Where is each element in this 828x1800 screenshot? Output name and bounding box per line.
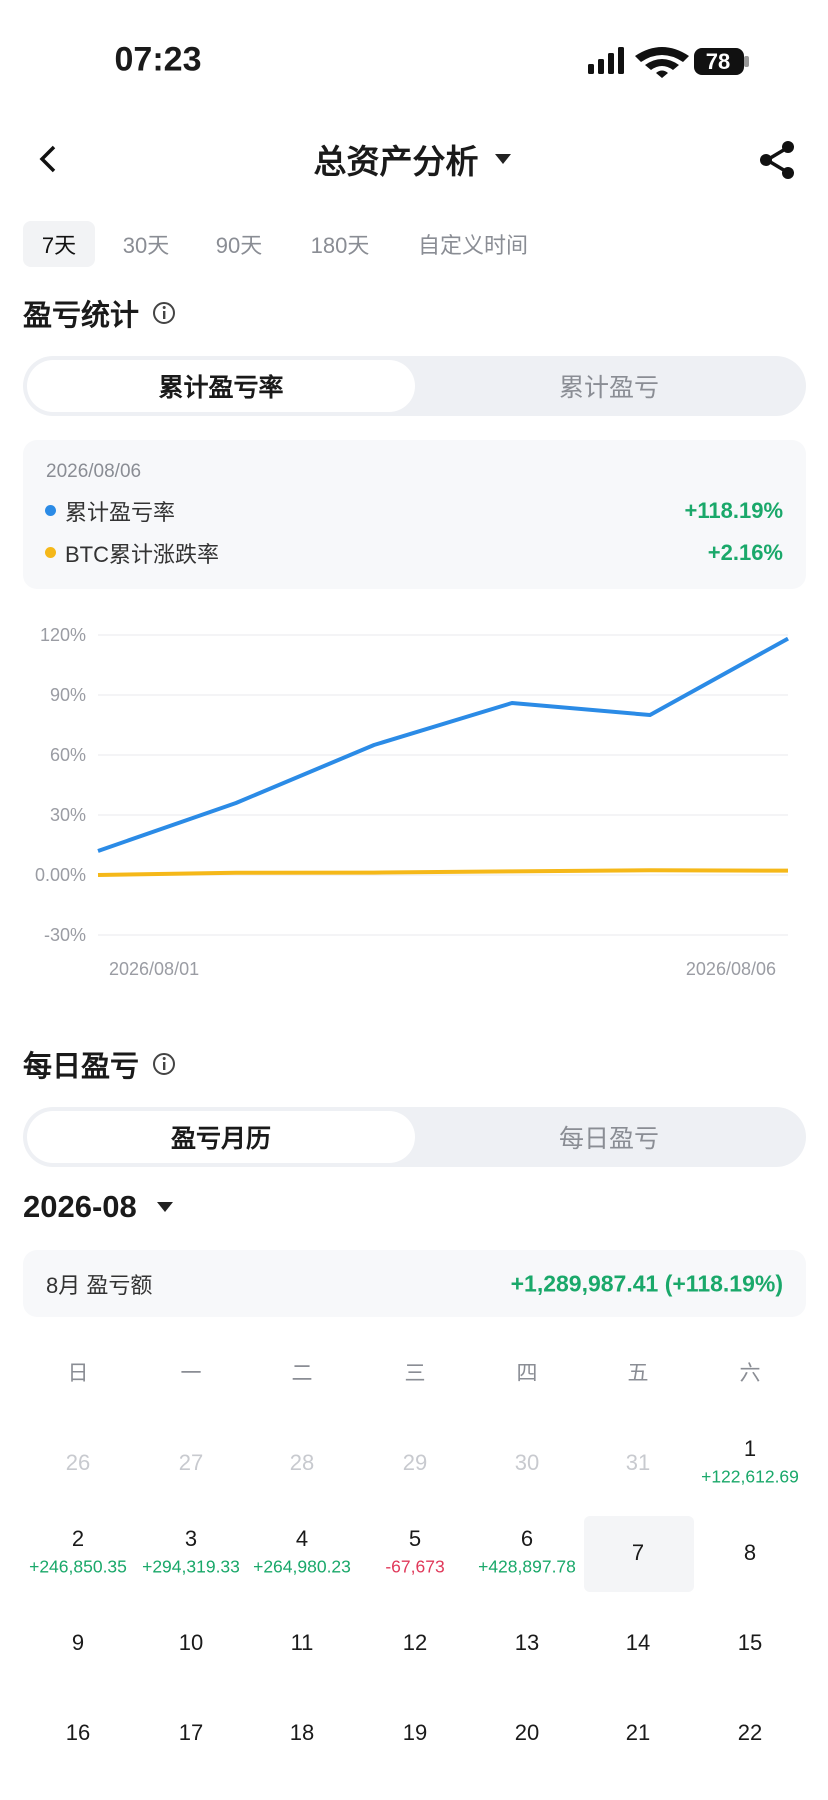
calendar-day[interactable]: 8: [743, 1540, 757, 1565]
title-dropdown[interactable]: [494, 152, 512, 166]
calendar-day[interactable]: 13: [514, 1630, 540, 1655]
weekday: 一: [180, 1362, 202, 1385]
prev-month-day: 29: [402, 1450, 428, 1475]
day-pnl: +294,319.33: [142, 1556, 240, 1577]
legend-value: +118.19%: [684, 498, 783, 523]
card-date: 2026/08/06: [46, 461, 142, 482]
segmented-control: [23, 1107, 806, 1167]
calendar-day[interactable]: 11: [290, 1630, 314, 1655]
calendar-day[interactable]: 9: [71, 1630, 85, 1655]
summary-value: +1,289,987.41 (+118.19%): [510, 1270, 783, 1297]
share-button[interactable]: [757, 140, 797, 180]
calendar-day[interactable]: 4: [295, 1526, 309, 1551]
calendar-day[interactable]: 21: [625, 1720, 651, 1745]
info-icon[interactable]: [152, 1052, 176, 1076]
calendar-day[interactable]: 20: [514, 1720, 540, 1745]
calendar-day[interactable]: 2: [71, 1526, 85, 1551]
calendar-day[interactable]: 15: [737, 1630, 763, 1655]
prev-month-day: 30: [514, 1450, 540, 1475]
day-pnl: +428,897.78: [478, 1556, 576, 1577]
prev-month-day: 28: [289, 1450, 315, 1475]
range-tab[interactable]: 自定义时间: [417, 233, 529, 258]
segmented-control: [23, 356, 806, 416]
range-tab[interactable]: 90天: [215, 233, 263, 258]
calendar-day[interactable]: 5: [408, 1526, 422, 1551]
legend-dot: [45, 547, 56, 558]
summary-card: [23, 440, 806, 589]
legend-value: +2.16%: [707, 540, 783, 565]
month-summary-card: [23, 1250, 806, 1317]
range-tab[interactable]: 30天: [122, 233, 170, 258]
segment-selected: [27, 1111, 415, 1163]
series-line: [97, 868, 789, 877]
prev-month-day: 31: [625, 1450, 651, 1475]
series-line: [97, 636, 789, 853]
weekday: 六: [739, 1362, 761, 1385]
weekday: 三: [404, 1362, 426, 1385]
back-button[interactable]: [36, 144, 60, 174]
calendar-day[interactable]: 1: [743, 1436, 757, 1461]
segment-selected: [27, 360, 415, 412]
calendar-day[interactable]: 3: [184, 1526, 198, 1551]
section-title: 盈亏统计: [23, 300, 140, 332]
battery-level: 78: [706, 49, 730, 74]
time: 07:23: [114, 40, 202, 79]
range-tab[interactable]: 7天: [41, 233, 77, 258]
status-icons: 78: [588, 47, 749, 78]
day-pnl: +246,850.35: [29, 1556, 127, 1577]
tab-selected-bg: [23, 221, 95, 267]
y-tick-label: 0.00%: [35, 865, 86, 885]
prev-month-day: 26: [65, 1450, 91, 1475]
day-pnl: +264,980.23: [253, 1556, 351, 1577]
calendar-day[interactable]: 17: [178, 1720, 204, 1745]
x-tick-label: 2026/08/01: [109, 959, 199, 979]
legend-label: BTC累计涨跌率: [65, 542, 220, 567]
calendar-day[interactable]: 16: [65, 1720, 91, 1745]
segment[interactable]: 累计盈亏率: [158, 374, 284, 402]
x-tick-label: 2026/08/06: [686, 959, 776, 979]
segment[interactable]: 盈亏月历: [170, 1125, 272, 1153]
y-tick-label: -30%: [44, 925, 86, 945]
legend-dot: [45, 505, 56, 516]
weekday: 二: [291, 1362, 313, 1385]
weekday: 四: [516, 1362, 538, 1385]
segment[interactable]: 累计盈亏: [558, 374, 660, 402]
legend-label: 累计盈亏率: [65, 500, 176, 525]
month-dropdown[interactable]: [156, 1200, 174, 1214]
calendar-day[interactable]: 6: [520, 1526, 534, 1551]
bottom-fade: [0, 1744, 828, 1800]
calendar-day[interactable]: 7: [631, 1540, 645, 1565]
segment[interactable]: 每日盈亏: [558, 1125, 660, 1153]
calendar-day[interactable]: 10: [178, 1630, 204, 1655]
day-pnl: -67,673: [385, 1556, 445, 1577]
calendar-day[interactable]: 14: [625, 1630, 651, 1655]
day-pnl: +122,612.69: [701, 1466, 799, 1487]
section-title: 每日盈亏: [23, 1051, 140, 1083]
weekday: 五: [627, 1362, 649, 1385]
calendar-day[interactable]: 19: [402, 1720, 428, 1745]
y-tick-label: 60%: [50, 745, 86, 765]
today-highlight: [584, 1516, 694, 1592]
summary-label: 8月 盈亏额: [46, 1273, 153, 1298]
info-icon[interactable]: [152, 301, 176, 325]
range-tab[interactable]: 180天: [310, 233, 370, 258]
y-tick-label: 120%: [40, 625, 86, 645]
month-picker[interactable]: 2026-08: [23, 1189, 137, 1224]
y-tick-label: 90%: [50, 685, 86, 705]
calendar-day[interactable]: 22: [737, 1720, 763, 1745]
calendar-day[interactable]: 12: [402, 1630, 428, 1655]
calendar-day[interactable]: 18: [289, 1720, 315, 1745]
page-title[interactable]: 总资产分析: [313, 143, 479, 180]
chart: -30% 0.00% 30% 60% 90% 120% 2026/08/01 2026/08/…: [35, 625, 789, 979]
weekday: 日: [67, 1362, 89, 1385]
y-tick-label: 30%: [50, 805, 86, 825]
prev-month-day: 27: [178, 1450, 204, 1475]
